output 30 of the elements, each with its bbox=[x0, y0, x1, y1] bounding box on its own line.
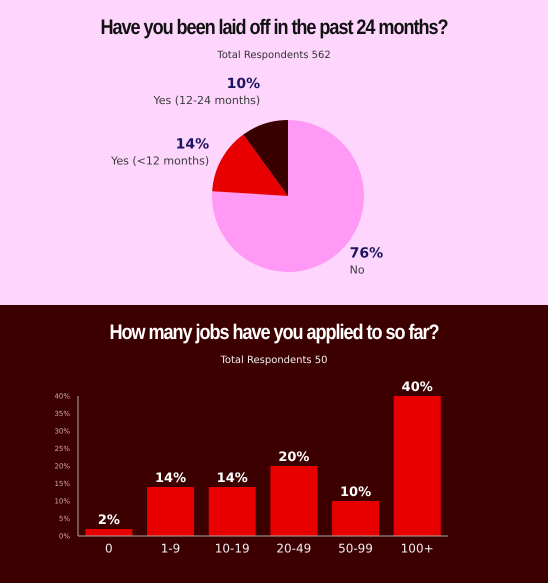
bar bbox=[208, 487, 256, 536]
pie-slice bbox=[212, 134, 288, 196]
data-label: 20% bbox=[278, 450, 310, 465]
slice-label: Yes (<12 months) bbox=[110, 154, 210, 168]
data-label: 76% bbox=[350, 246, 384, 262]
data-label: 14% bbox=[176, 136, 210, 153]
chart-title: Have you been laid off in the past 24 months? bbox=[100, 15, 448, 40]
data-label: 14% bbox=[216, 471, 248, 486]
x-tick-label: 1-9 bbox=[160, 542, 180, 556]
bar bbox=[394, 396, 441, 536]
data-label: 2% bbox=[98, 513, 120, 528]
slice-label: No bbox=[350, 264, 365, 277]
x-tick-label: 20-49 bbox=[276, 542, 312, 556]
bar bbox=[147, 487, 194, 536]
data-label: 10% bbox=[340, 485, 372, 500]
x-tick-label: 50-99 bbox=[338, 542, 373, 556]
bar bbox=[332, 501, 380, 536]
bar bbox=[270, 466, 318, 536]
slice-label: Yes (12-24 months) bbox=[152, 94, 260, 107]
data-label: 14% bbox=[155, 471, 186, 486]
chart-subtitle: Total Respondents 50 bbox=[219, 355, 329, 366]
chart-title: How many jobs have you applied to so far? bbox=[108, 320, 440, 345]
x-tick-label: 0 bbox=[105, 542, 113, 556]
x-tick-label: 100+ bbox=[400, 542, 434, 556]
chart-subtitle: Total Respondents 562 bbox=[216, 50, 332, 61]
bar bbox=[85, 529, 132, 536]
data-label: 40% bbox=[402, 380, 433, 395]
x-tick-label: 10-19 bbox=[214, 542, 250, 556]
pie-slice bbox=[243, 120, 288, 196]
data-label: 10% bbox=[226, 76, 260, 92]
